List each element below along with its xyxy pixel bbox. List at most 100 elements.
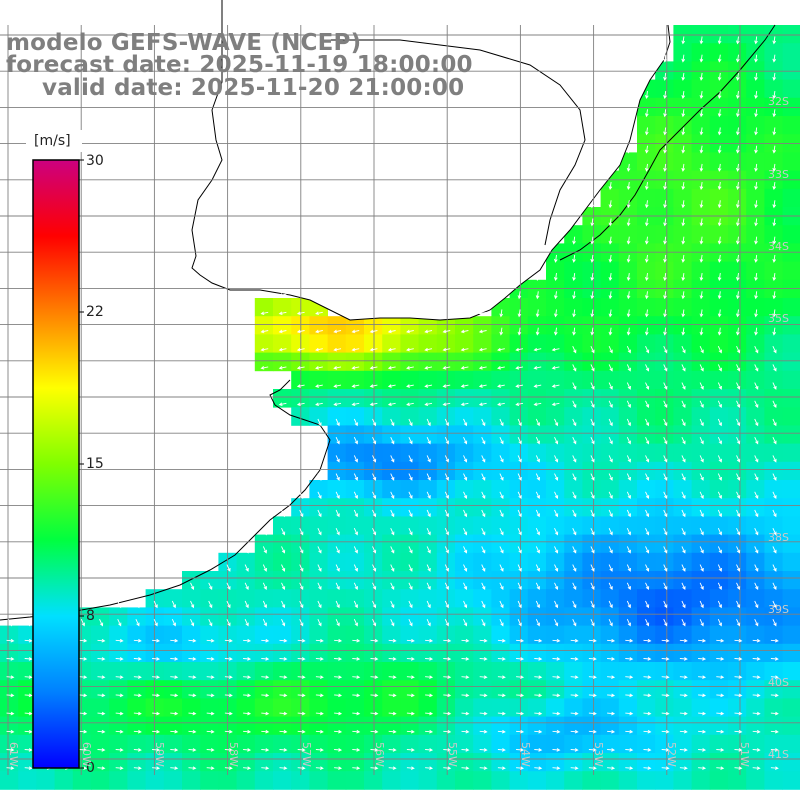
wind-arrow <box>717 600 722 609</box>
wind-arrow <box>115 693 124 698</box>
speed-cell <box>455 407 474 426</box>
speed-cell <box>709 188 729 208</box>
wind-arrow <box>352 766 361 770</box>
speed-cell <box>691 407 711 426</box>
speed-cell <box>382 680 401 699</box>
speed-cell <box>254 534 274 554</box>
speed-cell <box>400 480 419 499</box>
speed-cell <box>746 552 765 572</box>
speed-cell <box>182 662 201 681</box>
speed-cell <box>455 589 474 608</box>
wind-arrow <box>463 418 468 427</box>
speed-cell <box>546 589 565 608</box>
wind-arrow <box>443 693 452 698</box>
wind-arrow <box>370 711 379 716</box>
wind-arrow <box>297 729 306 734</box>
wind-arrow <box>115 638 124 643</box>
speed-cell <box>691 753 711 772</box>
wind-arrow <box>315 748 324 752</box>
speed-cell <box>637 316 656 335</box>
speed-cell <box>673 316 692 335</box>
wind-arrow <box>608 273 613 282</box>
speed-cell <box>709 734 729 754</box>
wind-arrow <box>499 528 504 536</box>
wind-arrow <box>297 766 306 770</box>
speed-cell <box>109 625 128 645</box>
wind-arrow <box>717 491 722 500</box>
wind-arrow <box>278 366 287 370</box>
colorbar-unit-bg <box>26 130 82 152</box>
speed-cell <box>273 516 292 535</box>
wind-arrow <box>408 473 413 481</box>
wind-arrow <box>517 546 522 554</box>
wind-arrow <box>681 36 686 45</box>
wind-arrow <box>426 418 431 427</box>
speed-cell <box>436 407 456 426</box>
speed-cell <box>764 571 783 590</box>
speed-cell <box>618 407 638 426</box>
speed-cell <box>582 461 601 481</box>
wind-arrow <box>699 91 704 100</box>
wind-arrow <box>681 600 686 609</box>
wind-arrow <box>661 675 670 679</box>
speed-cell <box>564 352 583 372</box>
wind-arrow <box>772 418 777 427</box>
wind-arrow <box>352 693 361 698</box>
speed-cell <box>527 370 547 390</box>
wind-arrow <box>754 236 758 245</box>
speed-cell <box>546 698 565 717</box>
wind-arrow <box>608 582 613 591</box>
speed-cell <box>546 734 565 754</box>
wind-arrow <box>754 36 758 45</box>
speed-cell <box>364 771 383 790</box>
speed-cell <box>455 734 474 754</box>
speed-cell <box>455 516 474 535</box>
wind-arrow <box>717 182 722 191</box>
wind-arrow <box>626 400 631 409</box>
wind-arrow <box>516 729 525 734</box>
speed-cell <box>473 389 492 408</box>
speed-cell <box>127 625 146 645</box>
wind-arrow <box>188 729 197 734</box>
wind-arrow <box>463 491 468 500</box>
wind-arrow <box>390 582 395 591</box>
speed-cell <box>691 225 711 244</box>
lat-label: 34S <box>768 240 789 253</box>
speed-cell <box>436 516 456 535</box>
speed-cell <box>436 625 456 645</box>
speed-cell <box>582 261 601 281</box>
wind-arrow <box>24 675 33 679</box>
speed-cell <box>582 771 601 790</box>
speed-cell <box>637 643 656 663</box>
speed-cell <box>455 389 474 408</box>
wind-arrow <box>426 546 431 554</box>
speed-cell <box>709 753 729 772</box>
speed-cell <box>345 516 365 535</box>
wind-arrow <box>152 657 161 661</box>
speed-cell <box>236 753 256 772</box>
speed-cell <box>655 662 674 681</box>
wind-arrow <box>736 582 741 591</box>
speed-cell <box>764 352 783 372</box>
wind-arrow <box>681 619 686 627</box>
wind-arrow <box>570 657 579 661</box>
speed-cell <box>473 680 492 699</box>
speed-cell <box>345 425 365 444</box>
wind-arrow <box>772 528 777 536</box>
speed-cell <box>655 516 674 535</box>
wind-arrow <box>406 711 415 716</box>
wind-arrow <box>352 748 361 752</box>
speed-cell <box>709 480 729 499</box>
wind-arrow <box>170 711 179 716</box>
colorbar-bar <box>32 159 80 769</box>
speed-cell <box>382 625 401 645</box>
wind-arrow <box>499 437 504 445</box>
speed-cell <box>400 571 419 590</box>
speed-cell <box>764 716 783 736</box>
wind-arrow <box>661 766 670 770</box>
speed-cell <box>655 607 674 626</box>
wind-arrow <box>716 766 725 770</box>
wind-arrow <box>681 309 686 318</box>
wind-arrow <box>315 729 324 734</box>
speed-cell <box>327 425 347 444</box>
